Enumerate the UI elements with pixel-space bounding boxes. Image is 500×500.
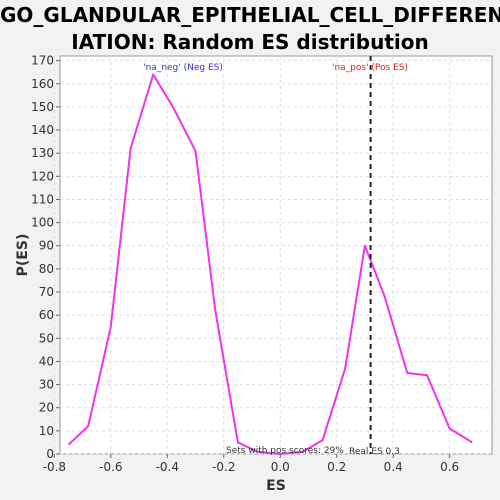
y-tick-label: 50 — [39, 331, 54, 345]
grid — [53, 56, 492, 455]
series-layer — [67, 73, 473, 455]
y-tick-label: 170 — [31, 54, 54, 68]
y-tick-label: 0 — [46, 447, 54, 461]
y-tick-label: 100 — [31, 216, 54, 230]
es-distribution-line — [67, 73, 473, 455]
y-axis-label: P(ES) — [15, 234, 31, 277]
y-tick-label: 70 — [39, 285, 54, 299]
y-tick-label: 90 — [39, 239, 54, 253]
y-tick-label: 30 — [39, 378, 54, 392]
y-tick-label: 80 — [39, 262, 54, 276]
real-es-text: Real ES 0.3 — [349, 447, 400, 457]
y-tick-label: 40 — [39, 354, 54, 368]
y-tick-label: 130 — [31, 146, 54, 160]
chart-title-line2: IATION: Random ES distribution — [71, 30, 429, 54]
neg-es-label: 'na_neg' (Neg ES) — [143, 63, 223, 73]
y-tick-label: 140 — [31, 123, 54, 137]
y-tick-label: 60 — [39, 308, 54, 322]
x-tick-label: 0.6 — [440, 460, 459, 474]
y-tick-label: 120 — [31, 169, 54, 183]
y-axis-ticks: 0 10 20 30 40 50 60 70 80 90 100 110 120 130 140 150 160… — [31, 54, 60, 461]
plot-area — [59, 55, 493, 455]
x-tick-label: -0.8 — [43, 460, 66, 474]
y-tick-label: 110 — [31, 192, 54, 206]
x-axis-ticks: -0.8 -0.6 -0.4 -0.2 0.0 0.2 0.4 0.6 — [43, 454, 459, 474]
x-tick-label: 0.2 — [327, 460, 346, 474]
x-tick-label: -0.4 — [156, 460, 179, 474]
x-tick-label: -0.2 — [212, 460, 235, 474]
y-tick-label: 10 — [39, 424, 54, 438]
x-tick-label: 0.4 — [384, 460, 403, 474]
y-tick-label: 20 — [39, 401, 54, 415]
sets-pos-scores-text: Sets with pos scores: 29% — [226, 446, 344, 456]
x-axis-label: ES — [266, 478, 286, 494]
y-tick-label: 160 — [31, 77, 54, 91]
x-tick-label: 0.0 — [271, 460, 290, 474]
pos-es-label: 'na_pos' (Pos ES) — [332, 63, 408, 73]
y-tick-label: 150 — [31, 100, 54, 114]
chart-title: GO_GLANDULAR_EPITHELIAL_CELL_DIFFERENT I… — [0, 2, 500, 56]
x-tick-label: -0.6 — [99, 460, 122, 474]
chart-title-line1: GO_GLANDULAR_EPITHELIAL_CELL_DIFFERENT — [0, 3, 500, 27]
